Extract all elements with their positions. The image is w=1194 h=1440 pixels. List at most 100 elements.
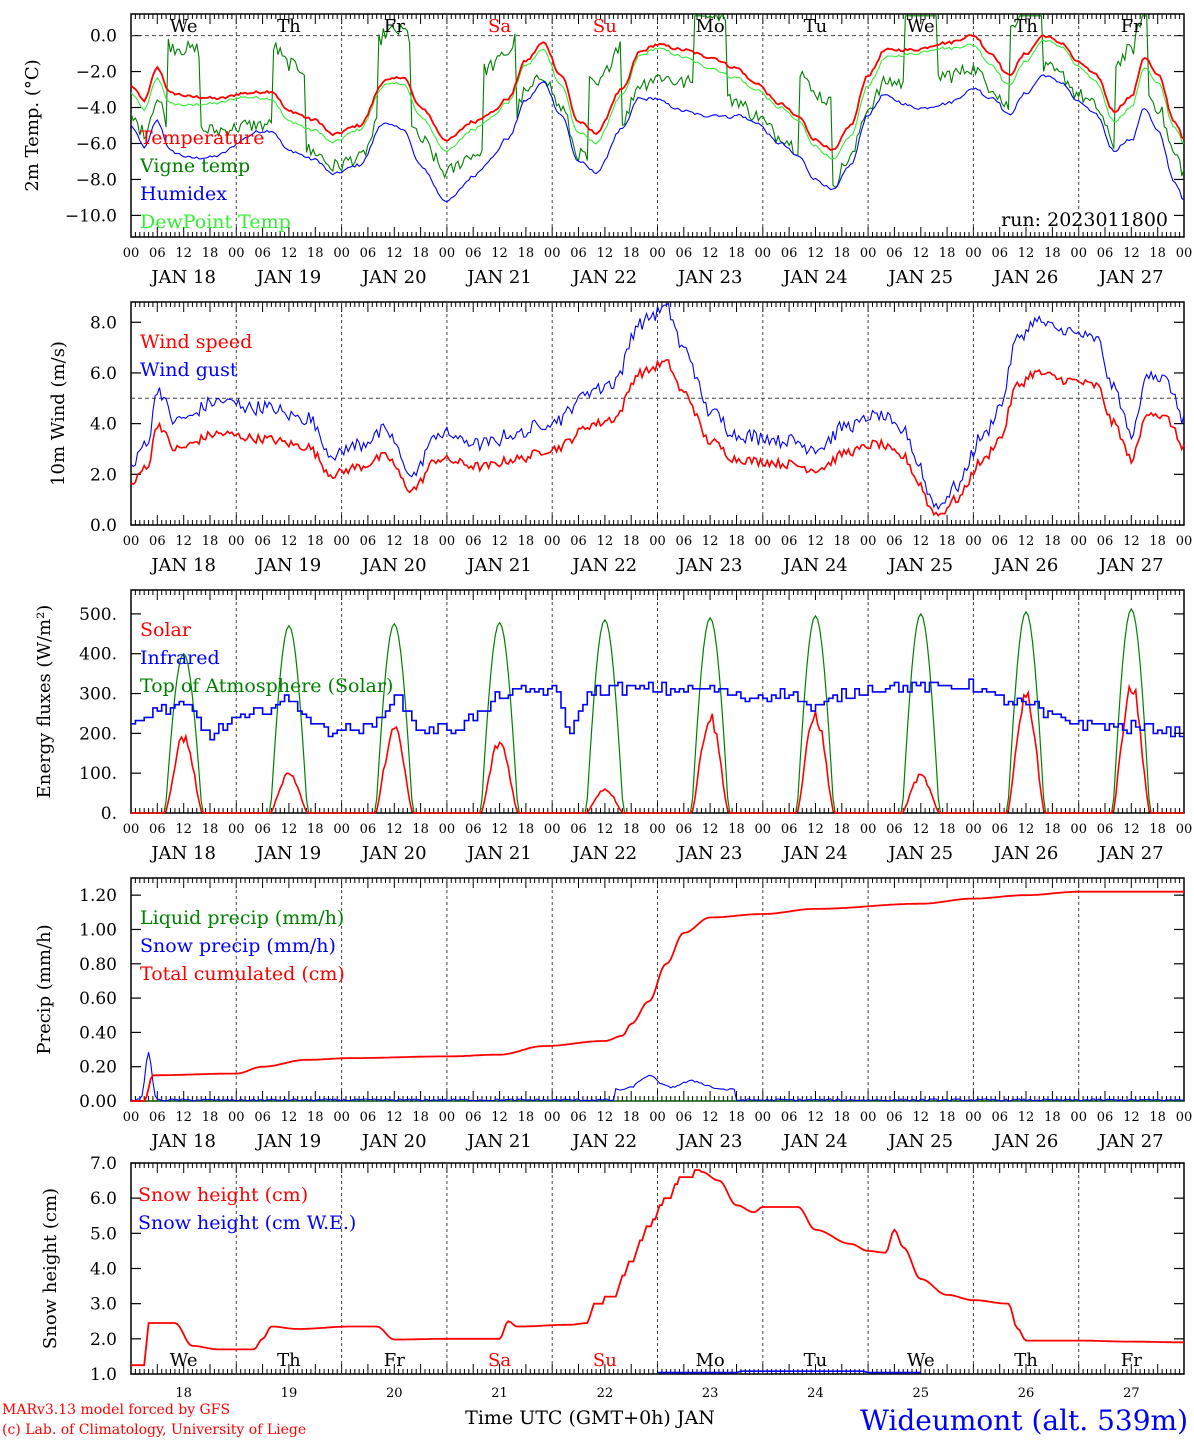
date-label: JAN 23 xyxy=(676,267,743,288)
hour-tick-label: 18 xyxy=(307,1110,324,1125)
hour-tick-label: 00 xyxy=(1070,822,1087,837)
y-tick-label: 0. xyxy=(101,804,117,824)
hour-tick-label: 12 xyxy=(386,534,403,549)
hour-tick-label: 06 xyxy=(1097,1110,1114,1125)
hour-tick-label: 18 xyxy=(834,246,851,261)
hour-tick-label: 12 xyxy=(175,246,192,261)
legend-entry: Solar xyxy=(140,619,192,641)
weekday-label: Fr xyxy=(1121,1350,1142,1371)
date-label: JAN 26 xyxy=(992,267,1059,288)
hour-tick-label: 12 xyxy=(175,534,192,549)
hour-tick-label: 00 xyxy=(860,246,877,261)
hour-tick-label: 12 xyxy=(702,1110,719,1125)
hour-tick-label: 12 xyxy=(597,1110,614,1125)
hour-tick-label: 00 xyxy=(228,822,245,837)
hour-tick-label: 00 xyxy=(649,246,666,261)
hour-tick-label: 06 xyxy=(254,1110,271,1125)
hour-tick-label: 06 xyxy=(991,822,1008,837)
date-label: JAN 22 xyxy=(571,267,638,288)
hour-tick-label: 18 xyxy=(834,1110,851,1125)
legend-entry: Infrared xyxy=(140,647,220,669)
hour-tick-label: 00 xyxy=(755,534,772,549)
weekday-label: Th xyxy=(277,1350,301,1371)
date-label: JAN 18 xyxy=(149,1131,216,1152)
hour-tick-label: 06 xyxy=(570,246,587,261)
y-tick-label: −4.0 xyxy=(76,99,117,119)
hour-tick-label: 00 xyxy=(228,1110,245,1125)
date-label: JAN 19 xyxy=(255,1131,322,1152)
hour-tick-label: 00 xyxy=(544,1110,561,1125)
legend-entry: Humidex xyxy=(140,183,227,205)
legend-entry: Wind gust xyxy=(140,359,238,381)
hour-tick-label: 12 xyxy=(912,534,929,549)
hour-tick-label: 12 xyxy=(281,246,298,261)
hour-tick-label: 06 xyxy=(570,1110,587,1125)
weekday-label: We xyxy=(170,1350,198,1371)
weekday-label: Tu xyxy=(804,1350,828,1371)
legend-entry: Snow precip (mm/h) xyxy=(140,935,336,957)
legend-entry: DewPoint Temp xyxy=(140,211,291,233)
wind-gust-line xyxy=(130,301,1185,511)
date-label: JAN 22 xyxy=(571,843,638,864)
hour-tick-label: 12 xyxy=(597,822,614,837)
y-tick-label: 6.0 xyxy=(90,1189,117,1209)
hour-tick-label: 12 xyxy=(386,246,403,261)
hour-tick-label: 18 xyxy=(939,534,956,549)
hour-tick-label: 18 xyxy=(412,246,429,261)
hour-tick-label: 00 xyxy=(439,534,456,549)
hour-tick-label: 06 xyxy=(1097,822,1114,837)
hour-tick-label: 12 xyxy=(912,1110,929,1125)
day-number-label: 26 xyxy=(1018,1386,1035,1401)
date-label: JAN 24 xyxy=(781,267,848,288)
day-number-label: 27 xyxy=(1123,1386,1140,1401)
hour-tick-label: 06 xyxy=(465,822,482,837)
vigne-temp-line xyxy=(130,15,1185,189)
y-tick-label: 0.0 xyxy=(90,516,117,536)
date-label: JAN 25 xyxy=(886,1131,953,1152)
hour-tick-label: 12 xyxy=(491,246,508,261)
hour-tick-label: 00 xyxy=(333,534,350,549)
energy-y-label: Energy fluxes (W/m²) xyxy=(34,605,55,799)
hour-tick-label: 12 xyxy=(702,534,719,549)
y-tick-label: 2.0 xyxy=(90,465,117,485)
y-tick-label: 200. xyxy=(79,724,117,744)
hour-tick-label: 12 xyxy=(491,822,508,837)
date-label: JAN 23 xyxy=(676,843,743,864)
hour-tick-label: 00 xyxy=(333,246,350,261)
hour-tick-label: 12 xyxy=(1018,822,1035,837)
y-tick-label: 4.0 xyxy=(90,1260,117,1280)
hour-tick-label: 18 xyxy=(518,246,535,261)
wind-frame xyxy=(130,301,1185,526)
hour-tick-label: 18 xyxy=(202,534,219,549)
hour-tick-label: 18 xyxy=(623,534,640,549)
snow-precip-line xyxy=(130,1052,1185,1102)
legend-entry: Wind speed xyxy=(140,331,252,353)
hour-tick-label: 00 xyxy=(965,534,982,549)
day-number-label: 21 xyxy=(491,1386,508,1401)
hour-tick-label: 18 xyxy=(1044,246,1061,261)
y-tick-label: 0.20 xyxy=(79,1058,117,1078)
y-tick-label: 7.0 xyxy=(90,1154,117,1174)
date-label: JAN 19 xyxy=(255,267,322,288)
weekday-label: Fr xyxy=(1121,16,1142,37)
hour-tick-label: 00 xyxy=(1176,246,1193,261)
hour-tick-label: 06 xyxy=(149,534,166,549)
hour-tick-label: 12 xyxy=(175,822,192,837)
hour-tick-label: 18 xyxy=(202,822,219,837)
hour-tick-label: 18 xyxy=(939,246,956,261)
lab-credit: (c) Lab. of Climatology, University of L… xyxy=(2,1422,306,1438)
hour-tick-label: 00 xyxy=(123,246,140,261)
hour-tick-label: 18 xyxy=(623,1110,640,1125)
dewpoint-line xyxy=(130,39,1185,160)
energy-panel xyxy=(130,589,1185,814)
hour-tick-label: 06 xyxy=(886,822,903,837)
hour-tick-label: 12 xyxy=(386,1110,403,1125)
date-label: JAN 20 xyxy=(360,267,427,288)
hour-tick-label: 00 xyxy=(228,534,245,549)
hour-tick-label: 12 xyxy=(597,246,614,261)
hour-tick-label: 18 xyxy=(834,534,851,549)
day-number-label: 20 xyxy=(386,1386,403,1401)
hour-tick-label: 00 xyxy=(333,822,350,837)
date-label: JAN 26 xyxy=(992,1131,1059,1152)
